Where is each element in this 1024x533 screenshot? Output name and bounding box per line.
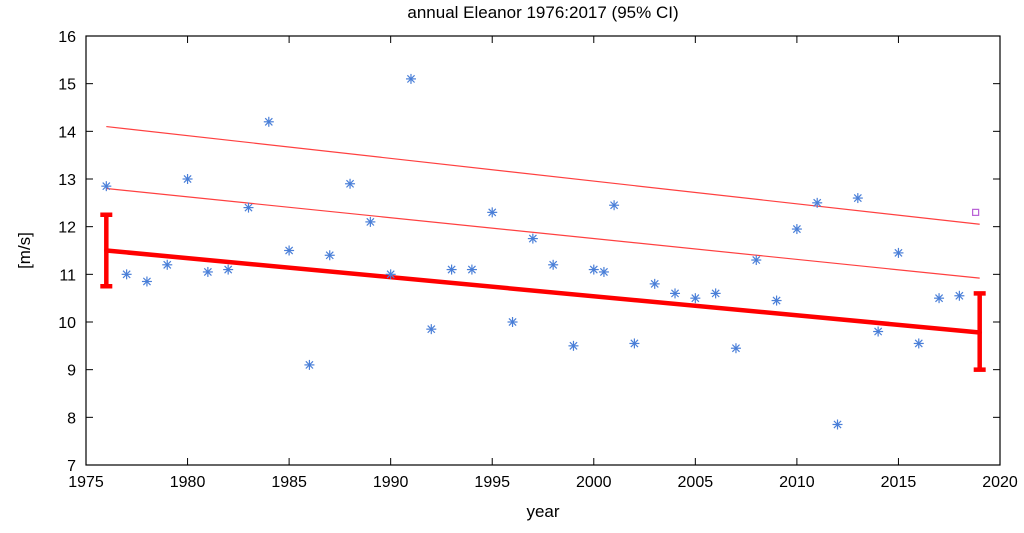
- x-tick-label: 1975: [68, 474, 104, 491]
- scatter-point: [365, 217, 375, 227]
- x-tick-label: 2015: [881, 474, 917, 491]
- scatter-point: [223, 265, 233, 275]
- scatter-point: [284, 246, 294, 256]
- scatter-point: [934, 293, 944, 303]
- scatter-point: [487, 207, 497, 217]
- scatter-point: [325, 250, 335, 260]
- scatter-point: [670, 288, 680, 298]
- scatter-point: [243, 203, 253, 213]
- x-tick-label: 2005: [678, 474, 714, 491]
- scatter-point: [772, 296, 782, 306]
- scatter-point: [812, 198, 822, 208]
- y-tick-label: 10: [58, 315, 76, 332]
- scatter-point: [792, 224, 802, 234]
- scatter-point: [650, 279, 660, 289]
- scatter-point: [122, 269, 132, 279]
- x-tick-label: 1985: [271, 474, 307, 491]
- scatter-point: [914, 338, 924, 348]
- y-tick-label: 13: [58, 172, 76, 189]
- scatter-point: [690, 293, 700, 303]
- y-tick-label: 15: [58, 77, 76, 94]
- y-tick-label: 14: [58, 124, 76, 141]
- y-tick-label: 16: [58, 29, 76, 46]
- scatter-point: [406, 74, 416, 84]
- chart-title: annual Eleanor 1976:2017 (95% CI): [407, 3, 678, 22]
- scatter-point: [183, 174, 193, 184]
- scatter-point: [731, 343, 741, 353]
- x-tick-label: 1980: [170, 474, 206, 491]
- x-tick-label: 2010: [779, 474, 815, 491]
- scatter-point: [751, 255, 761, 265]
- scatter-point: [508, 317, 518, 327]
- y-tick-label: 7: [67, 458, 76, 475]
- scatter-point: [711, 288, 721, 298]
- scatter-point: [467, 265, 477, 275]
- scatter-point: [589, 265, 599, 275]
- y-axis-label: [m/s]: [15, 232, 34, 269]
- scatter-plot: 1975 1980 1985 1990 1995 2000 2005 2010 2015 2020…: [0, 0, 1024, 533]
- scatter-point: [599, 267, 609, 277]
- scatter-point: [447, 265, 457, 275]
- x-axis-label: year: [526, 502, 559, 521]
- scatter-point: [853, 193, 863, 203]
- scatter-point: [203, 267, 213, 277]
- scatter-point: [162, 260, 172, 270]
- scatter-point: [548, 260, 558, 270]
- y-tick-label: 11: [59, 267, 76, 284]
- x-tick-label: 2020: [982, 474, 1018, 491]
- scatter-point: [142, 276, 152, 286]
- scatter-point: [345, 179, 355, 189]
- scatter-point: [528, 234, 538, 244]
- y-tick-label: 9: [67, 363, 76, 380]
- scatter-point: [264, 117, 274, 127]
- y-tick-label: 8: [67, 410, 76, 427]
- scatter-point: [568, 341, 578, 351]
- scatter-point: [893, 248, 903, 258]
- scatter-point: [629, 338, 639, 348]
- scatter-point: [386, 269, 396, 279]
- x-tick-label: 1995: [474, 474, 510, 491]
- scatter-point: [426, 324, 436, 334]
- scatter-point: [304, 360, 314, 370]
- scatter-point: [954, 291, 964, 301]
- y-tick-label: 12: [58, 220, 76, 237]
- scatter-point: [609, 200, 619, 210]
- scatter-point: [101, 181, 111, 191]
- x-tick-label: 2000: [576, 474, 612, 491]
- scatter-point: [833, 419, 843, 429]
- x-tick-label: 1990: [373, 474, 409, 491]
- scatter-point: [873, 327, 883, 337]
